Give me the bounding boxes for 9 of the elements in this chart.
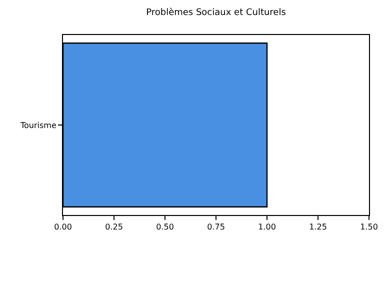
- x-tick-label: 1.00: [258, 222, 276, 232]
- x-tick-label: 0.25: [105, 222, 123, 232]
- chart-title: Problèmes Sociaux et Culturels: [146, 6, 286, 18]
- y-tick-label: Tourisme: [20, 120, 56, 130]
- x-tick-label: 0.50: [156, 222, 174, 232]
- x-tick-label: 0.00: [54, 222, 72, 232]
- x-tick-label: 0.75: [207, 222, 225, 232]
- x-tick-label: 1.25: [309, 222, 327, 232]
- x-tick-label: 1.50: [360, 222, 378, 232]
